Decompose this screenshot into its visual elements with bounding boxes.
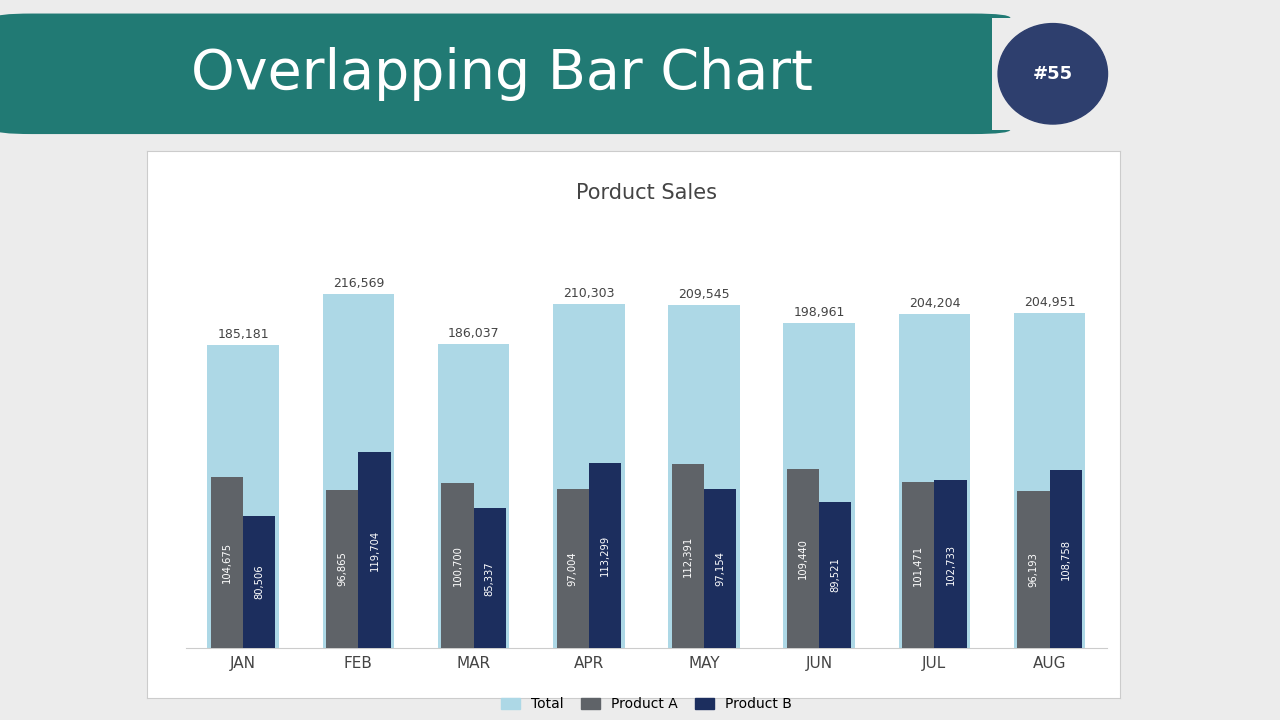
- Text: 100,700: 100,700: [452, 545, 462, 586]
- Text: 210,303: 210,303: [563, 287, 614, 300]
- Text: 209,545: 209,545: [678, 288, 730, 301]
- Bar: [553, 304, 625, 648]
- FancyBboxPatch shape: [0, 14, 1010, 134]
- Bar: [668, 305, 740, 648]
- Text: 101,471: 101,471: [913, 544, 923, 585]
- Bar: [326, 490, 358, 648]
- Bar: [358, 452, 390, 648]
- Bar: [438, 344, 509, 648]
- Text: 216,569: 216,569: [333, 276, 384, 290]
- Bar: [557, 490, 589, 648]
- Bar: [442, 483, 474, 648]
- Bar: [672, 464, 704, 648]
- Text: 97,154: 97,154: [716, 551, 726, 586]
- Bar: [704, 489, 736, 648]
- Bar: [207, 345, 279, 648]
- Text: 104,675: 104,675: [221, 542, 232, 583]
- Text: 198,961: 198,961: [794, 305, 845, 319]
- Text: 96,865: 96,865: [337, 552, 347, 586]
- Text: Overlapping Bar Chart: Overlapping Bar Chart: [192, 47, 813, 101]
- Text: 113,299: 113,299: [600, 535, 611, 576]
- Text: 108,758: 108,758: [1061, 539, 1071, 580]
- Legend: Total, Product A, Product B: Total, Product A, Product B: [495, 691, 797, 716]
- Bar: [934, 480, 966, 648]
- Bar: [474, 508, 506, 648]
- Bar: [819, 502, 851, 648]
- Bar: [902, 482, 934, 648]
- Bar: [783, 323, 855, 648]
- Bar: [787, 469, 819, 648]
- Text: 204,951: 204,951: [1024, 296, 1075, 309]
- Bar: [899, 314, 970, 648]
- Text: 97,004: 97,004: [567, 552, 577, 586]
- Text: 109,440: 109,440: [797, 538, 808, 579]
- Text: 102,733: 102,733: [946, 544, 956, 585]
- Bar: [323, 294, 394, 648]
- Text: 204,204: 204,204: [909, 297, 960, 310]
- Text: 119,704: 119,704: [370, 530, 380, 571]
- Text: 112,391: 112,391: [682, 536, 692, 577]
- Bar: [1050, 470, 1082, 648]
- Bar: [1014, 313, 1085, 648]
- Text: 186,037: 186,037: [448, 327, 499, 340]
- Text: 80,506: 80,506: [255, 565, 265, 600]
- Text: 96,193: 96,193: [1028, 552, 1038, 587]
- Text: 89,521: 89,521: [831, 557, 841, 593]
- Text: #55: #55: [1033, 65, 1073, 83]
- Circle shape: [998, 24, 1107, 124]
- Bar: [1018, 491, 1050, 648]
- Bar: [589, 463, 621, 648]
- Bar: [243, 516, 275, 648]
- Text: 185,181: 185,181: [218, 328, 269, 341]
- Bar: [211, 477, 243, 648]
- Text: 85,337: 85,337: [485, 561, 495, 595]
- Title: Porduct Sales: Porduct Sales: [576, 184, 717, 203]
